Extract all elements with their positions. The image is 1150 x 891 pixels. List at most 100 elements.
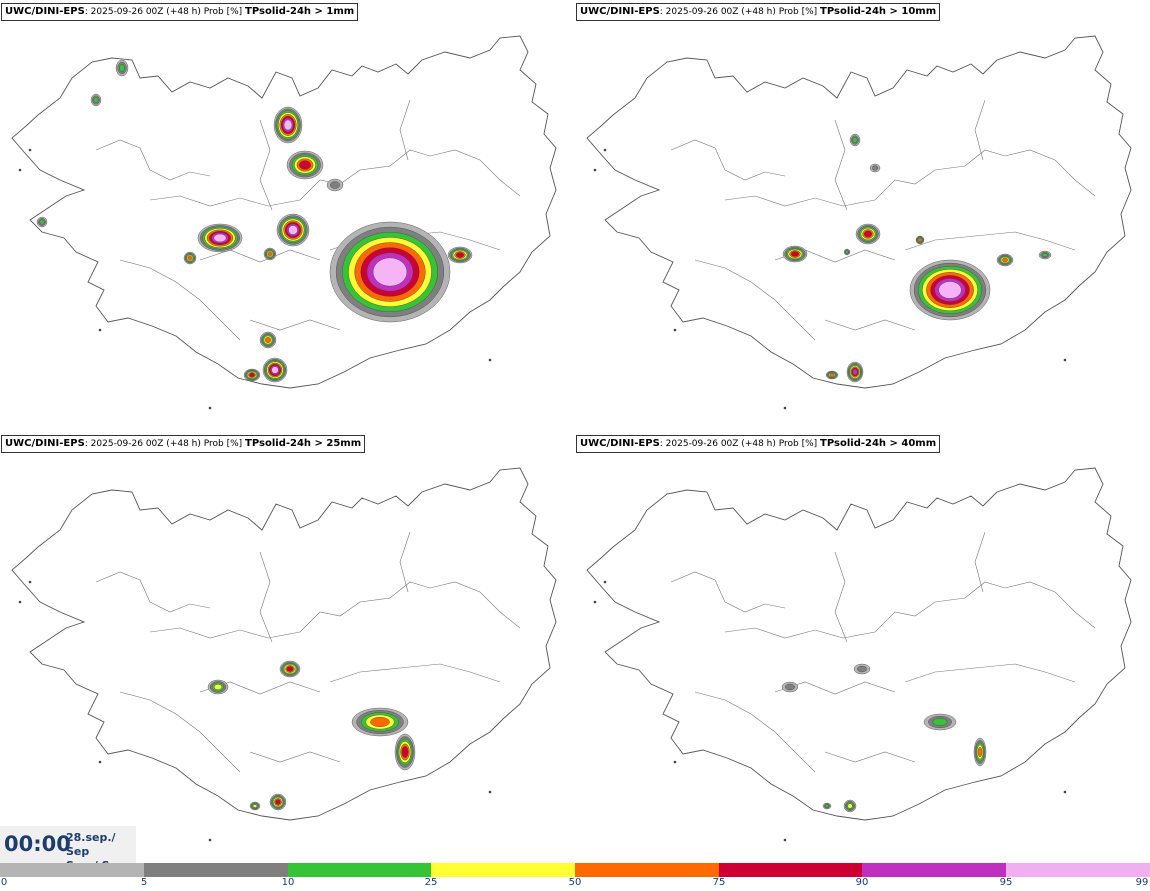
legend-bin-2 <box>288 863 431 877</box>
region-boundary <box>249 319 341 331</box>
island <box>208 406 212 410</box>
probability-area <box>915 235 925 245</box>
region-boundary <box>119 259 241 341</box>
probability-area <box>183 251 197 265</box>
legend-tick: 25 <box>424 877 438 888</box>
probability-area <box>855 223 881 245</box>
legend-bin-6 <box>862 863 1006 877</box>
legend-bin-0 <box>0 863 144 877</box>
island <box>673 760 677 764</box>
threshold-label: TPsolid-24h > 10mm <box>820 6 937 17</box>
iceland-map <box>11 35 557 410</box>
legend-tick: 5 <box>140 877 148 888</box>
region-boundary <box>824 751 916 763</box>
region-boundary <box>904 231 1076 251</box>
region-boundary <box>329 663 501 683</box>
island <box>28 580 32 584</box>
island <box>593 600 597 604</box>
legend-tick: 95 <box>999 877 1013 888</box>
legend-bin-5 <box>719 863 862 877</box>
probability-area <box>996 253 1014 267</box>
region-boundary <box>249 751 341 763</box>
probability-area <box>259 331 277 349</box>
island <box>488 790 492 794</box>
iceland-map <box>586 467 1132 842</box>
legend-tick: 10 <box>281 877 295 888</box>
region-boundary <box>199 249 321 263</box>
probability-area <box>853 663 871 675</box>
region-boundary <box>670 571 786 613</box>
region-boundary <box>724 627 876 639</box>
map-panel-10mm: UWC/DINI-EPS: 2025-09-26 00Z (+48 h) Pro… <box>575 0 1150 430</box>
region-boundary <box>724 195 876 207</box>
probability-area <box>849 133 861 147</box>
probability-area <box>825 370 839 380</box>
region-boundary <box>974 531 986 593</box>
island <box>98 760 102 764</box>
probability-area <box>923 713 957 731</box>
legend-bin-7 <box>1006 863 1150 877</box>
legend-tick: 99 <box>1135 877 1149 888</box>
region-boundary <box>694 259 816 341</box>
probability-area <box>973 737 987 767</box>
iceland-map <box>11 467 557 842</box>
island <box>603 148 607 152</box>
probability-area <box>115 59 129 77</box>
probability-area <box>243 368 261 382</box>
probability-area <box>909 259 991 321</box>
probability-area <box>279 660 301 678</box>
threshold-label: TPsolid-24h > 25mm <box>245 438 362 449</box>
coastline <box>586 467 1132 821</box>
panel-title: UWC/DINI-EPS: 2025-09-26 00Z (+48 h) Pro… <box>576 3 941 21</box>
region-boundary <box>904 663 1076 683</box>
probability-area <box>846 361 864 383</box>
probability-area <box>394 733 416 771</box>
valid-time-box: 00:00 28.sep./ SepSun./ Sun <box>0 826 136 872</box>
probability-area <box>326 178 344 192</box>
run-info: : 2025-09-26 00Z (+48 h) Prob [%] <box>84 7 243 17</box>
map-panel-1mm: UWC/DINI-EPS: 2025-09-26 00Z (+48 h) Pro… <box>0 0 575 430</box>
island <box>208 838 212 842</box>
probability-area <box>843 248 851 256</box>
legend-tick: 75 <box>712 877 726 888</box>
iceland-map <box>586 35 1132 410</box>
probability-area <box>447 246 473 264</box>
probability-area <box>286 150 324 180</box>
model-name: UWC/DINI-EPS <box>580 6 660 17</box>
legend-tick: 0 <box>0 877 8 888</box>
region-boundary <box>670 139 786 181</box>
island <box>28 148 32 152</box>
region-boundary <box>149 627 301 639</box>
region-boundary <box>694 691 816 773</box>
island <box>673 328 677 332</box>
probability-area <box>262 357 288 383</box>
threshold-label: TPsolid-24h > 1mm <box>245 6 355 17</box>
probability-area <box>90 93 102 107</box>
island <box>783 838 787 842</box>
probability-area <box>1038 250 1052 260</box>
island <box>18 600 22 604</box>
island <box>603 580 607 584</box>
probability-area <box>822 802 832 810</box>
region-boundary <box>399 531 411 593</box>
region-boundary <box>95 139 211 181</box>
valid-date-line1: 28.sep./ Sep <box>66 831 116 858</box>
probability-area <box>273 106 303 144</box>
probability-area <box>249 801 261 811</box>
region-boundary <box>834 119 848 211</box>
probability-area <box>869 163 881 173</box>
legend-bin-4 <box>575 863 719 877</box>
model-name: UWC/DINI-EPS <box>5 6 85 17</box>
region-boundary <box>259 119 273 211</box>
island <box>1063 790 1067 794</box>
region-boundary <box>874 149 1096 201</box>
probability-area <box>197 223 243 253</box>
island <box>593 168 597 172</box>
threshold-label: TPsolid-24h > 40mm <box>820 438 937 449</box>
region-boundary <box>974 99 986 161</box>
island <box>1063 358 1067 362</box>
island <box>98 328 102 332</box>
region-boundary <box>95 571 211 613</box>
valid-time: 00:00 <box>4 832 71 856</box>
island <box>783 406 787 410</box>
